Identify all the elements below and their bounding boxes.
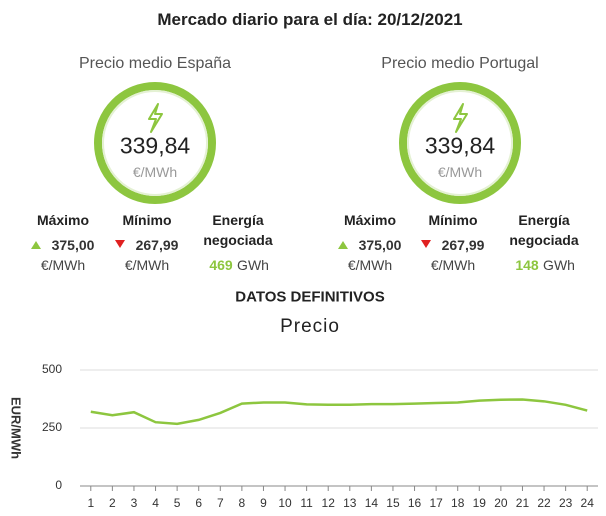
x-tick-label: 7 <box>217 496 224 510</box>
x-tick-label: 2 <box>109 496 116 510</box>
bolt-icon <box>148 103 468 133</box>
x-tick-label: 4 <box>152 496 159 510</box>
max-value: 375,00 <box>358 237 402 253</box>
max-label: Máximo <box>36 212 90 228</box>
gauge-ring <box>94 82 521 204</box>
max-unit: €/MWh <box>347 257 393 273</box>
max-value: 375,00 <box>51 237 95 253</box>
y-tick-label: 500 <box>42 362 62 376</box>
energy-label: Energía negociada <box>509 212 579 248</box>
x-tick-label: 1 <box>87 496 94 510</box>
chart-title: Precio <box>280 316 340 337</box>
min-label: Mínimo <box>428 212 478 228</box>
y-tick-label: 250 <box>42 420 62 434</box>
x-tick-label: 6 <box>195 496 202 510</box>
x-tick-label: 19 <box>473 496 487 510</box>
price: 339,84 <box>119 132 191 159</box>
x-tick-label: 20 <box>494 496 508 510</box>
x-tick-label: 12 <box>322 496 336 510</box>
energy-unit: GWh <box>237 257 269 273</box>
min-value: 267,99 <box>441 237 485 253</box>
x-tick-label: 17 <box>429 496 443 510</box>
price-unit: €/MWh <box>132 164 178 180</box>
x-tick-label: 10 <box>278 496 292 510</box>
energy-value: 469 <box>209 257 233 273</box>
x-tick-label: 24 <box>581 496 595 510</box>
max-unit: €/MWh <box>40 257 86 273</box>
x-tick-label: 11 <box>300 496 313 510</box>
x-tick-label: 3 <box>131 496 138 510</box>
section-title: DATOS DEFINITIVOS <box>235 288 385 306</box>
panel-title: Precio medio Portugal <box>381 55 539 72</box>
min-value: 267,99 <box>135 237 179 253</box>
energy-unit: GWh <box>543 257 575 273</box>
x-tick-label: 16 <box>408 496 422 510</box>
price: 339,84 <box>424 132 496 159</box>
min-label: Mínimo <box>122 212 172 228</box>
price-unit: €/MWh <box>437 164 483 180</box>
min-unit: €/MWh <box>430 257 476 273</box>
x-tick-label: 21 <box>516 496 530 510</box>
x-tick-label: 22 <box>537 496 551 510</box>
arrows <box>31 240 431 249</box>
energy-value: 148 <box>515 257 539 273</box>
x-tick-label: 15 <box>386 496 400 510</box>
x-tick-label: 23 <box>559 496 573 510</box>
x-tick-label: 14 <box>365 496 379 510</box>
energy-label: Energía negociada <box>203 212 273 248</box>
max-label: Máximo <box>343 212 397 228</box>
page-title: Mercado diario para el día: 20/12/2021 <box>157 10 463 29</box>
x-tick-label: 18 <box>451 496 465 510</box>
x-tick-label: 5 <box>174 496 181 510</box>
x-tick-label: 9 <box>260 496 267 510</box>
x-tick-label: 13 <box>343 496 357 510</box>
x-tick-label: 8 <box>239 496 246 510</box>
y-axis-title: EUR/MWh <box>9 397 24 459</box>
y-tick-label: 0 <box>55 478 62 492</box>
panel-title: Precio medio España <box>78 55 232 72</box>
price-line <box>90 398 588 426</box>
min-unit: €/MWh <box>124 257 170 273</box>
